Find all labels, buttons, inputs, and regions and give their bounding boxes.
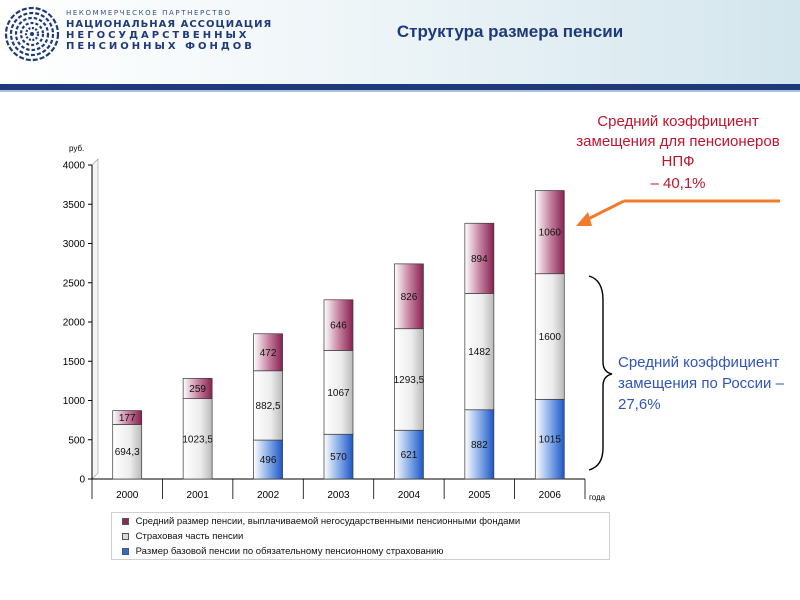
legend-item-insurance: Страховая часть пенсии	[122, 531, 243, 545]
bar-segment-basic	[534, 398, 565, 480]
legend-label-insurance: Страховая часть пенсии	[135, 531, 244, 542]
bar-segment-basic	[394, 429, 424, 480]
data-label-nps: 826	[401, 292, 418, 303]
x-tick-label: 2002	[257, 490, 280, 501]
data-label-basic: 621	[401, 450, 418, 461]
data-label-basic: 1015	[539, 435, 562, 446]
y-tick-label: 0	[79, 475, 85, 486]
bar-segment-insurance	[464, 293, 495, 411]
data-label-insurance: 1482	[468, 347, 491, 358]
legend-swatch-insurance	[122, 533, 129, 540]
bar-segment-insurance	[253, 370, 283, 441]
npf-arrow-icon	[576, 199, 780, 226]
y-tick-label: 1500	[63, 357, 86, 368]
org-line-1: НЕКОММЕРЧЕСКОЕ ПАРТНЕРСТВО	[66, 9, 232, 17]
russia-bracket	[588, 275, 613, 471]
npf-replacement-text: Средний коэффициент замещения для пенсио…	[576, 113, 780, 170]
legend-label-basic: Размер базовой пенсии по обязательному п…	[135, 546, 444, 557]
x-tick-label: 2001	[187, 490, 210, 501]
header-band	[0, 0, 800, 84]
y-tick-label: 2000	[63, 318, 86, 329]
y-tick-label: 500	[68, 435, 85, 446]
y-tick-label: 4000	[63, 161, 86, 172]
bar-segment-insurance	[394, 328, 424, 431]
bar-segment-nps	[394, 263, 424, 330]
bar-segment-nps	[464, 222, 495, 294]
org-line-3: НЕГОСУДАРСТВЕННЫХ	[66, 30, 250, 41]
y-unit-label: руб.	[69, 144, 84, 153]
data-label-insurance: 1293,5	[394, 375, 425, 386]
legend-item-nps: Средний размер пенсии, выплачиваемой нег…	[122, 516, 520, 530]
x-tick-label: 2004	[398, 490, 421, 501]
legend-swatch-nps	[122, 518, 129, 525]
bar-segment-nps	[182, 377, 213, 400]
y-tick-label: 3500	[63, 200, 86, 211]
chart-legend: Средний размер пенсии, выплачиваемой нег…	[111, 512, 610, 560]
legend-label-nps: Средний размер пенсии, выплачиваемой нег…	[135, 516, 521, 527]
russia-replacement-note: Средний коэффициент замещения по России …	[618, 354, 784, 413]
data-label-insurance: 882,5	[256, 401, 281, 412]
org-line-4: ПЕНСИОННЫХ ФОНДОВ	[66, 41, 255, 52]
bar-segment-insurance	[323, 350, 354, 435]
x-tick-label: 2000	[116, 490, 139, 501]
bar-segment-basic	[253, 439, 283, 480]
npf-replacement-value: – 40,1%	[650, 175, 706, 192]
x-unit-label: года	[589, 493, 606, 502]
header-rule-accent	[0, 90, 800, 92]
data-label-nps: 259	[189, 384, 206, 395]
data-label-insurance: 1023,5	[182, 434, 213, 445]
bar-segment-insurance	[112, 424, 143, 480]
x-tick-label: 2006	[539, 490, 562, 501]
bar-segment-nps	[112, 410, 143, 425]
y-tick-label: 2500	[63, 278, 86, 289]
org-line-2: НАЦИОНАЛЬНАЯ АССОЦИАЦИЯ	[66, 19, 273, 30]
header-rule	[0, 84, 800, 90]
x-tick-label: 2005	[468, 490, 491, 501]
data-label-basic: 496	[260, 455, 277, 466]
data-label-nps: 1060	[539, 228, 562, 239]
bar-segment-basic	[323, 433, 354, 480]
bar-segment-insurance	[534, 273, 565, 400]
plot-side-wall	[91, 158, 99, 480]
association-logo	[4, 6, 60, 62]
data-label-nps: 177	[119, 413, 136, 424]
legend-swatch-basic	[122, 548, 129, 555]
data-label-nps: 646	[330, 321, 347, 332]
x-tick-label: 2003	[327, 490, 350, 501]
data-label-basic: 882	[471, 440, 488, 451]
organization-name: НЕКОММЕРЧЕСКОЕ ПАРТНЕРСТВО НАЦИОНАЛЬНАЯ …	[66, 8, 272, 52]
data-label-insurance: 694,3	[115, 447, 140, 458]
bar-segment-nps	[534, 190, 565, 275]
data-label-nps: 894	[471, 254, 488, 265]
legend-item-basic: Размер базовой пенсии по обязательному п…	[122, 546, 443, 560]
bar-segment-insurance	[182, 398, 213, 480]
slide-title: Структура размера пенсии	[396, 22, 624, 41]
data-label-insurance: 1600	[539, 332, 562, 343]
bar-segment-basic	[464, 409, 495, 480]
npf-replacement-note: Средний коэффициент замещения для пенсио…	[568, 112, 788, 194]
bar-segment-nps	[323, 299, 354, 351]
y-tick-label: 1000	[63, 396, 86, 407]
data-label-nps: 472	[260, 348, 277, 359]
data-label-insurance: 1067	[327, 388, 350, 399]
data-label-basic: 570	[330, 452, 347, 463]
y-tick-label: 3000	[63, 239, 86, 250]
bar-segment-nps	[253, 333, 283, 372]
